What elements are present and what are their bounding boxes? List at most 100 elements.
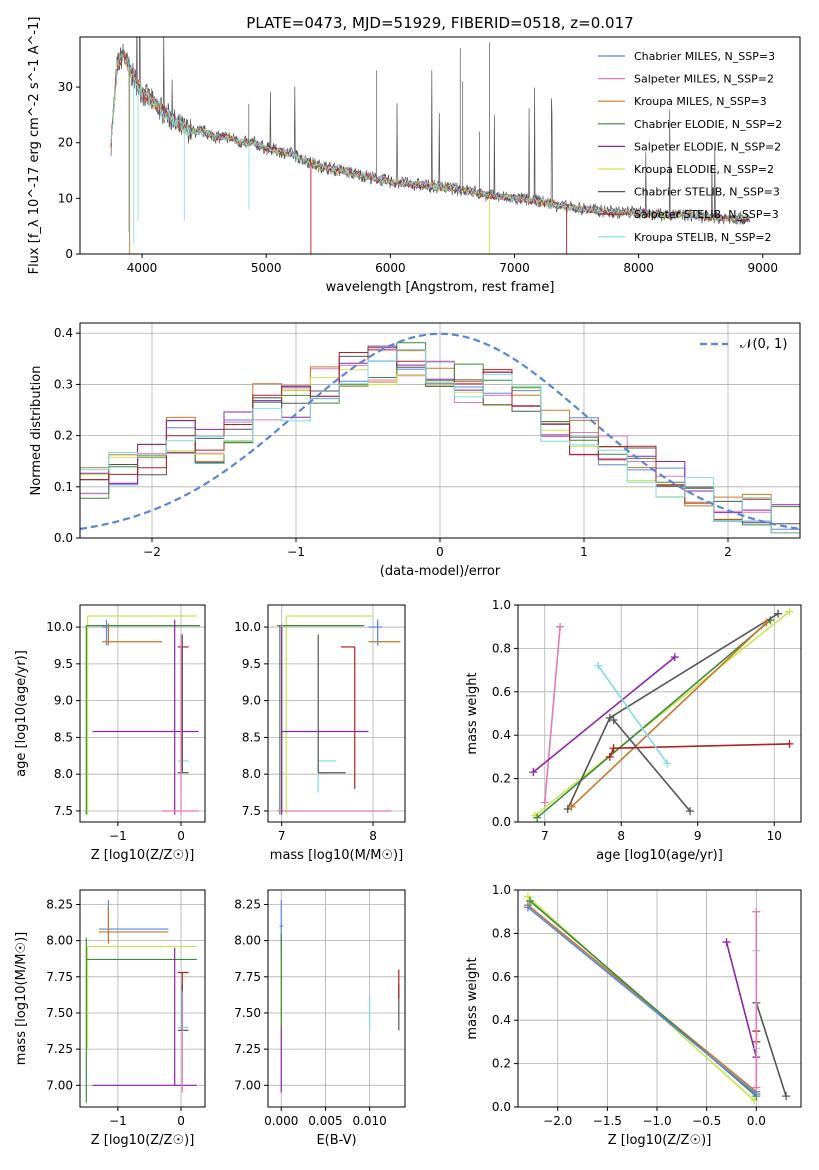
y-tick-label: 7.50 — [234, 1006, 261, 1020]
x-axis-label: age [log10(age/yr)] — [596, 848, 723, 863]
plus-marker — [556, 622, 565, 631]
x-tick-label: 8 — [617, 829, 625, 843]
mass-weight-line — [612, 719, 691, 812]
x-axis-label: Z [log10(Z/Z☉)] — [91, 1133, 195, 1148]
y-tick-label: 0.0 — [492, 815, 511, 829]
mass-weight-line — [725, 941, 758, 1058]
y-tick-label: 7.5 — [242, 804, 261, 818]
y-tick-label: 7.00 — [234, 1078, 261, 1092]
y-axis-label: mass weight — [465, 672, 480, 754]
y-tick-label: 0 — [65, 247, 73, 261]
plus-marker — [785, 607, 794, 616]
axes-frame — [267, 604, 406, 823]
mass-weight-line — [527, 906, 757, 1095]
plus-marker — [540, 798, 549, 807]
spectrum-panel: 4000 5000 6000 7000 8000 9000 0 10 20 30 wavelengt… — [27, 17, 801, 295]
axes-frame — [79, 322, 801, 539]
plus-marker — [609, 744, 618, 753]
mass-weight-line — [570, 621, 768, 808]
age-vs-metallicity-panel: −1 0 7.5 8.0 8.5 9.0 9.5 10.0 Z [log10(Z/Z☉)] age… — [14, 604, 206, 863]
x-tick-label: 4000 — [127, 261, 158, 275]
legend-label: 𝒩(0, 1) — [740, 337, 787, 352]
plus-marker — [782, 1092, 791, 1101]
axes-frame — [517, 604, 802, 823]
age-vs-mass-panel: 7 8 7.5 8.0 8.5 9.0 9.5 10.0 mass [log10(M/M☉)] — [234, 604, 406, 863]
mass-weight-line — [597, 665, 668, 764]
x-tick-label: −1 — [109, 829, 127, 843]
y-axis-label: Normed distribution — [29, 366, 44, 496]
plot-area — [529, 607, 794, 822]
y-tick-label: 7.25 — [46, 1042, 73, 1056]
y-tick-label: 8.5 — [54, 730, 73, 744]
legend-label: Salpeter ELODIE, N_SSP=2 — [634, 140, 781, 153]
plus-marker — [722, 938, 731, 947]
axes-frame — [79, 889, 206, 1108]
x-axis-label: wavelength [Angstrom, rest frame] — [326, 280, 555, 295]
y-tick-label: 0.2 — [492, 772, 511, 786]
spectrum-legend: Chabrier MILES, N_SSP=3 Salpeter MILES, N… — [598, 50, 782, 244]
legend-label: Kroupa ELODIE, N_SSP=2 — [634, 163, 774, 176]
x-tick-label: −1.0 — [642, 1114, 671, 1128]
y-tick-label: 0.0 — [492, 1100, 511, 1114]
mass-weight-vs-metallicity-panel: −2.0 −1.5 −1.0 −0.5 0.0 0.0 0.2 0.4 0.6 0.8 1.0 Z [… — [465, 883, 802, 1148]
x-tick-label: −2.0 — [543, 1114, 572, 1128]
plus-marker — [609, 716, 618, 725]
legend-label: Salpeter MILES, N_SSP=2 — [634, 73, 774, 86]
mass-weight-line — [536, 619, 771, 819]
histogram-step — [80, 347, 800, 514]
plus-marker — [752, 907, 761, 916]
spectrum-line — [110, 50, 750, 224]
plot-area — [80, 332, 800, 534]
plus-marker — [686, 807, 695, 816]
legend-label: Chabrier ELODIE, N_SSP=2 — [634, 118, 782, 131]
mass-weight-line — [544, 626, 561, 803]
x-axis-label: mass [log10(M/M☉)] — [270, 848, 403, 863]
normal-curve — [80, 332, 800, 531]
plot-area — [277, 615, 401, 815]
x-tick-label: −1.5 — [593, 1114, 622, 1128]
plus-marker — [567, 802, 576, 811]
x-tick-label: 8 — [369, 829, 377, 843]
plot-area — [279, 900, 400, 1093]
histogram-step — [80, 360, 800, 534]
x-tick-label: 0.000 — [264, 1114, 298, 1128]
y-tick-label: 8.00 — [234, 934, 261, 948]
x-tick-label: 1 — [580, 545, 588, 559]
y-tick-label: 0.6 — [492, 970, 511, 984]
x-tick-label: −1 — [287, 545, 305, 559]
plus-marker — [594, 661, 603, 670]
y-axis-label: mass weight — [465, 957, 480, 1039]
plot-area — [523, 892, 791, 1105]
residual-histogram-panel: −2 −1 0 1 2 0.0 0.1 0.2 0.3 0.4 (data-model)/error… — [29, 322, 801, 579]
x-axis-label: (data-model)/error — [380, 564, 501, 579]
axes-frame — [79, 604, 206, 823]
y-tick-label: 8.5 — [242, 730, 261, 744]
plus-marker — [774, 609, 783, 618]
axes-frame — [79, 36, 801, 255]
y-axis-label: Flux [f_λ 10^-17 erg cm^-2 s^-1 A^-1] — [27, 17, 42, 275]
y-tick-label: 8.00 — [46, 934, 73, 948]
x-tick-label: 0 — [177, 1114, 185, 1128]
mass-weight-line — [755, 1002, 787, 1097]
y-tick-label: 0.4 — [492, 728, 511, 742]
y-tick-label: 8.25 — [234, 897, 261, 911]
y-tick-label: 20 — [58, 136, 73, 150]
histogram-step — [80, 369, 800, 534]
plus-marker — [762, 618, 771, 627]
x-tick-label: 0.010 — [352, 1114, 386, 1128]
y-axis-label: age [log10(age/yr)] — [14, 650, 29, 777]
chart-title: PLATE=0473, MJD=51929, FIBERID=0518, z=0… — [246, 14, 633, 32]
y-tick-label: 7.75 — [46, 970, 73, 984]
y-tick-label: 9.5 — [242, 657, 261, 671]
mass-vs-ebv-panel: 0.000 0.005 0.010 7.00 7.25 7.50 7.75 8.00 8.25 E… — [234, 889, 406, 1148]
y-tick-label: 1.0 — [492, 883, 511, 897]
x-tick-label: 7000 — [499, 261, 530, 275]
y-tick-label: 0.4 — [492, 1013, 511, 1027]
x-tick-label: 5000 — [251, 261, 282, 275]
y-tick-label: 7.00 — [46, 1078, 73, 1092]
x-axis-label: Z [log10(Z/Z☉)] — [91, 848, 195, 863]
y-tick-label: 0.3 — [54, 377, 73, 391]
y-tick-label: 8.25 — [46, 897, 73, 911]
y-tick-label: 9.0 — [242, 694, 261, 708]
mass-weight-line — [532, 656, 676, 773]
